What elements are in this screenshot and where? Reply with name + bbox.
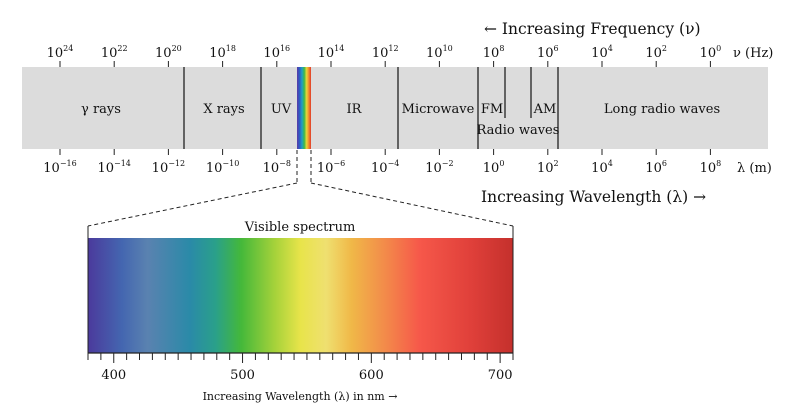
wavelength-axis: 10−16 10−14 10−12 10−10 10−8 10−6 10−4 10−2 100 1… [43, 149, 721, 176]
wave-tick-label: 10−10 [206, 159, 239, 176]
band-label-radio: Radio waves [477, 123, 560, 138]
band-label-ir: IR [347, 102, 363, 117]
visible-strip [297, 67, 311, 149]
wave-tick-label: 108 [700, 159, 722, 176]
wave-tick-label: 10−4 [371, 159, 399, 176]
freq-tick-label: 108 [483, 44, 505, 61]
freq-tick-label: 104 [591, 44, 613, 61]
freq-tick-label: 1010 [426, 44, 453, 61]
visible-title: Visible spectrum [244, 220, 356, 235]
band-dividers [183, 67, 559, 149]
spectrum-band [22, 67, 768, 149]
visible-xlabel: Increasing Wavelength (λ) in nm → [203, 390, 398, 403]
zoom-line-left-diagonal [87, 182, 298, 227]
freq-tick-label: 1024 [47, 44, 74, 61]
freq-tick-label: 1020 [155, 44, 182, 61]
wave-tick-label: 104 [591, 159, 613, 176]
frequency-unit: ν (Hz) [733, 46, 773, 61]
freq-tick-label: 1018 [209, 44, 236, 61]
visible-tick-label: 600 [359, 368, 384, 383]
visible-ticks [87, 353, 514, 363]
band-label-long-radio: Long radio waves [604, 102, 720, 117]
band-label-microwave: Microwave [402, 102, 475, 117]
wave-tick-label: 100 [483, 159, 505, 176]
visible-tick-label: 700 [488, 368, 513, 383]
freq-tick-label: 106 [537, 44, 559, 61]
wave-tick-label: 10−6 [317, 159, 345, 176]
freq-tick-label: 1016 [263, 44, 290, 61]
wave-tick-label: 102 [537, 159, 559, 176]
visible-tick-labels: 400 500 600 700 [101, 368, 512, 383]
visible-gradient [88, 238, 513, 353]
freq-tick-label: 1012 [372, 44, 399, 61]
freq-tick-label: 102 [645, 44, 667, 61]
wavelength-title: Increasing Wavelength (λ) → [481, 188, 706, 206]
frequency-title: ← Increasing Frequency (ν) [484, 20, 701, 38]
wave-tick-label: 10−12 [152, 159, 185, 176]
band-label-am: AM [533, 102, 557, 117]
wavelength-unit: λ (m) [737, 161, 772, 176]
frequency-axis: 1024 1022 1020 1018 1016 1014 1012 1010 108 106 10… [47, 44, 722, 67]
visible-tick-label: 400 [101, 368, 126, 383]
band-label-fm: FM [481, 102, 503, 117]
band-label-xray: X rays [203, 102, 244, 117]
wave-tick-label: 10−2 [425, 159, 453, 176]
wave-tick-label: 10−16 [43, 159, 76, 176]
band-label-uv: UV [271, 102, 292, 117]
freq-tick-label: 1022 [101, 44, 128, 61]
freq-tick-label: 1014 [318, 44, 345, 61]
freq-tick-label: 100 [700, 44, 722, 61]
wave-tick-label: 106 [645, 159, 667, 176]
wave-tick-label: 10−8 [263, 159, 291, 176]
band-label-gamma: γ rays [81, 102, 121, 117]
visible-tick-label: 500 [230, 368, 255, 383]
wave-tick-label: 10−14 [97, 159, 130, 176]
